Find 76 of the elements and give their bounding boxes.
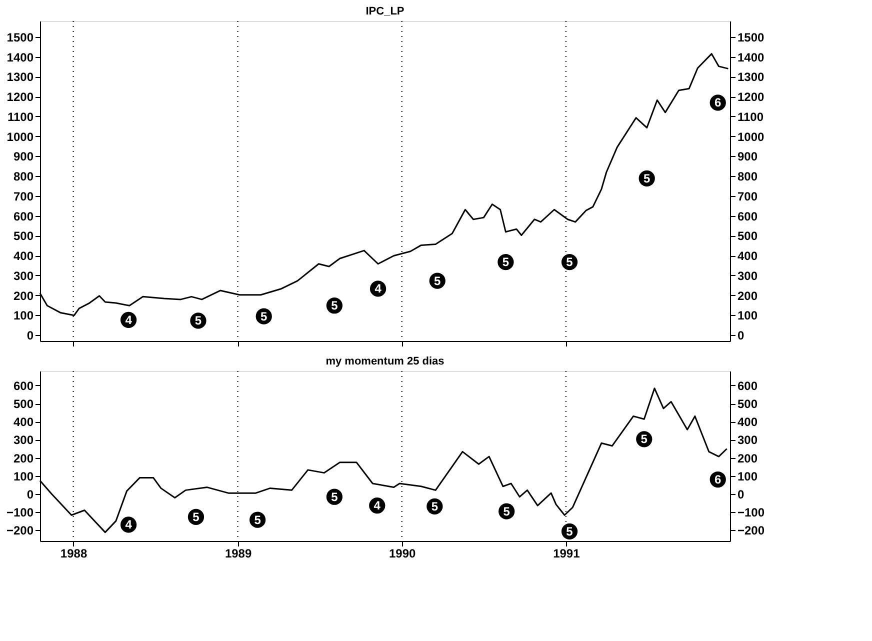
y2-tick-label: 0 xyxy=(738,328,744,343)
y2-tick-label: 1000 xyxy=(738,130,765,144)
annotation: 5 xyxy=(331,490,338,504)
y2-tick-label: −100 xyxy=(738,506,765,520)
y-tick-label: 300 xyxy=(13,268,34,283)
annotation: 4 xyxy=(125,312,132,327)
y-tick-label: −200 xyxy=(6,524,34,538)
chart-title: my momentum 25 dias xyxy=(326,356,444,368)
y2-tick-label: 0 xyxy=(738,487,744,502)
annotation: 4 xyxy=(374,282,382,296)
x-tick-label: 1990 xyxy=(389,546,416,560)
y2-tick-label: 900 xyxy=(738,150,758,164)
y2-tick-label: 1100 xyxy=(738,110,764,124)
y-tick-label: 300 xyxy=(13,433,34,448)
annotation: 6 xyxy=(714,96,722,110)
y-tick-label: 1000 xyxy=(6,130,34,144)
y2-tick-label: 200 xyxy=(738,451,758,466)
annotation: 5 xyxy=(566,524,574,538)
annotation: 5 xyxy=(431,499,438,514)
y-tick-label: 100 xyxy=(13,469,34,484)
y2-tick-label: 1200 xyxy=(738,90,765,104)
annotation: 5 xyxy=(331,298,338,313)
y-tick-label: 100 xyxy=(13,308,34,323)
y-tick-label: 900 xyxy=(13,150,34,164)
y-tick-label: 500 xyxy=(13,397,34,412)
y2-tick-label: −200 xyxy=(738,524,765,538)
y-tick-label: 200 xyxy=(13,288,34,303)
annotation: 5 xyxy=(194,314,202,328)
y-tick-label: 1100 xyxy=(7,110,34,124)
annotation: 5 xyxy=(260,309,268,324)
annotation: 5 xyxy=(434,274,442,288)
y-tick-label: 500 xyxy=(13,229,34,244)
y2-tick-label: 400 xyxy=(738,415,758,430)
y2-tick-label: 200 xyxy=(738,288,758,303)
annotation: 4 xyxy=(374,498,381,513)
y2-tick-label: 600 xyxy=(738,209,758,224)
y2-tick-label: 700 xyxy=(738,189,758,204)
y-tick-label: 600 xyxy=(13,378,34,393)
y-tick-label: −100 xyxy=(6,506,34,520)
x-tick-label: 1988 xyxy=(60,546,88,560)
y2-tick-label: 300 xyxy=(738,268,758,283)
y-tick-label: 1200 xyxy=(6,90,34,104)
y2-tick-label: 800 xyxy=(738,170,758,184)
annotation: 6 xyxy=(714,472,722,487)
y2-tick-label: 500 xyxy=(738,229,758,244)
y-tick-label: 400 xyxy=(13,249,34,264)
annotation: 5 xyxy=(502,255,510,270)
y-tick-label: 800 xyxy=(13,170,34,184)
x-tick-label: 1991 xyxy=(553,546,580,560)
annotation: 4 xyxy=(125,518,132,532)
y-tick-label: 1400 xyxy=(6,50,34,64)
y-tick-label: 700 xyxy=(13,189,34,204)
y2-tick-label: 400 xyxy=(738,249,758,264)
y-tick-label: 1500 xyxy=(6,30,34,44)
y2-tick-label: 1300 xyxy=(738,70,765,84)
y-tick-label: 1300 xyxy=(6,70,34,84)
y2-tick-label: 100 xyxy=(738,308,758,323)
annotation: 5 xyxy=(503,504,510,518)
annotation: 5 xyxy=(643,171,650,186)
y2-tick-label: 1400 xyxy=(738,50,765,64)
y-tick-label: 400 xyxy=(13,415,34,430)
annotation: 5 xyxy=(640,432,648,446)
x-tick-label: 1989 xyxy=(224,546,252,560)
y2-tick-label: 100 xyxy=(738,469,758,484)
y2-tick-label: 500 xyxy=(738,397,758,412)
y-tick-label: 0 xyxy=(26,328,34,343)
y2-tick-label: 1500 xyxy=(738,30,765,44)
y-tick-label: 200 xyxy=(13,451,34,466)
annotation: 5 xyxy=(566,255,574,270)
y-tick-label: 600 xyxy=(13,209,34,224)
annotation: 5 xyxy=(254,512,262,527)
chart-title: IPC_LP xyxy=(366,6,404,18)
annotation: 5 xyxy=(192,510,200,524)
y2-tick-label: 600 xyxy=(738,378,758,393)
y2-tick-label: 300 xyxy=(738,433,758,448)
y-tick-label: 0 xyxy=(26,487,34,502)
